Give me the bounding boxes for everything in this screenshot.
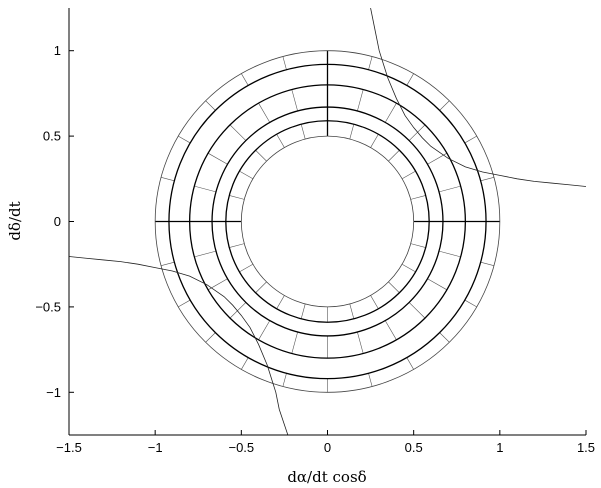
y-axis-label: dδ/dt xyxy=(6,201,24,240)
radial-segment xyxy=(480,261,495,266)
radial-segment xyxy=(291,331,298,354)
radial-segment xyxy=(370,295,379,309)
annulus-ring xyxy=(225,120,430,323)
radial-segment xyxy=(276,134,285,148)
radial-segment xyxy=(427,278,448,291)
radial-segment xyxy=(194,185,217,193)
radial-segment xyxy=(368,373,373,387)
x-tick-label: −1 xyxy=(148,440,163,455)
x-tick-label: −0.5 xyxy=(228,440,254,455)
radial-segment xyxy=(229,124,247,141)
plot-area xyxy=(69,8,586,435)
radial-segment xyxy=(408,124,426,141)
radial-segment xyxy=(229,302,247,319)
y-tick-label: 0 xyxy=(54,214,61,229)
radial-segment xyxy=(464,299,477,308)
annulus-ring xyxy=(168,63,487,380)
radial-segment xyxy=(241,73,249,86)
radial-segment xyxy=(388,281,400,293)
radial-segment xyxy=(384,103,397,123)
x-tick-label: 1 xyxy=(496,440,503,455)
radial-segment xyxy=(384,320,397,340)
radial-segment xyxy=(406,357,414,370)
curve-2 xyxy=(69,256,289,435)
x-axis-label: dα/dt cosδ xyxy=(287,468,366,486)
radial-segment xyxy=(229,243,245,248)
y-axis-ticks: −1 −0.5 0 0.5 1 xyxy=(35,43,74,400)
radial-segment xyxy=(410,243,426,248)
radial-segment xyxy=(194,250,217,258)
y-tick-label: 1 xyxy=(54,43,61,58)
radial-segment xyxy=(401,170,416,180)
radial-segment xyxy=(255,150,267,162)
radial-segment xyxy=(207,152,228,165)
radial-segment xyxy=(427,152,448,165)
x-tick-label: 1.5 xyxy=(577,440,595,455)
radial-segment xyxy=(401,263,416,273)
radial-segment xyxy=(178,135,191,144)
radial-segment xyxy=(205,100,216,111)
radial-segment xyxy=(357,89,364,112)
radial-segment xyxy=(349,124,355,140)
radial-segment xyxy=(406,73,414,86)
x-axis-ticks: −1.5 −1 −0.5 0 0.5 1 1.5 xyxy=(56,430,595,455)
radial-segment xyxy=(438,185,461,193)
radial-segment xyxy=(300,303,306,319)
radial-segment xyxy=(291,89,298,112)
radial-segment xyxy=(438,250,461,258)
radial-segment xyxy=(258,320,271,340)
y-tick-label: −1 xyxy=(46,385,61,400)
annulus-ring xyxy=(188,84,467,359)
radial-segment xyxy=(239,263,254,273)
radial-segment xyxy=(160,261,175,266)
radial-segment xyxy=(368,56,373,70)
y-tick-label: 0.5 xyxy=(43,129,61,144)
radial-segment xyxy=(439,100,450,111)
radial-segment xyxy=(300,124,306,140)
x-tick-label: 0 xyxy=(324,440,331,455)
annulus-ring xyxy=(211,106,444,337)
x-tick-label: 0.5 xyxy=(405,440,423,455)
annulus-boundary-circle xyxy=(240,135,415,308)
radial-segment xyxy=(357,331,364,354)
radial-segment xyxy=(276,295,285,309)
y-tick-label: −0.5 xyxy=(35,299,61,314)
radial-segment xyxy=(205,332,216,343)
radial-segment xyxy=(282,373,287,387)
radial-segment xyxy=(207,278,228,291)
annulus-boundary-circle xyxy=(154,50,501,393)
radial-segment xyxy=(408,302,426,319)
radial-segment xyxy=(241,357,249,370)
radial-segment xyxy=(178,299,191,308)
radial-segment xyxy=(480,177,495,182)
x-tick-label: −1.5 xyxy=(56,440,82,455)
radial-segment xyxy=(388,150,400,162)
radial-segment xyxy=(464,135,477,144)
radial-segment xyxy=(239,170,254,180)
radial-segment xyxy=(229,195,245,200)
curve-1 xyxy=(370,8,586,187)
radial-segment xyxy=(255,281,267,293)
radial-segment xyxy=(160,177,175,182)
radial-segment xyxy=(349,303,355,319)
radial-segment xyxy=(282,56,287,70)
radial-segment xyxy=(370,134,379,148)
radial-segment xyxy=(439,332,450,343)
radial-segment xyxy=(258,103,271,123)
radial-segment xyxy=(410,195,426,200)
